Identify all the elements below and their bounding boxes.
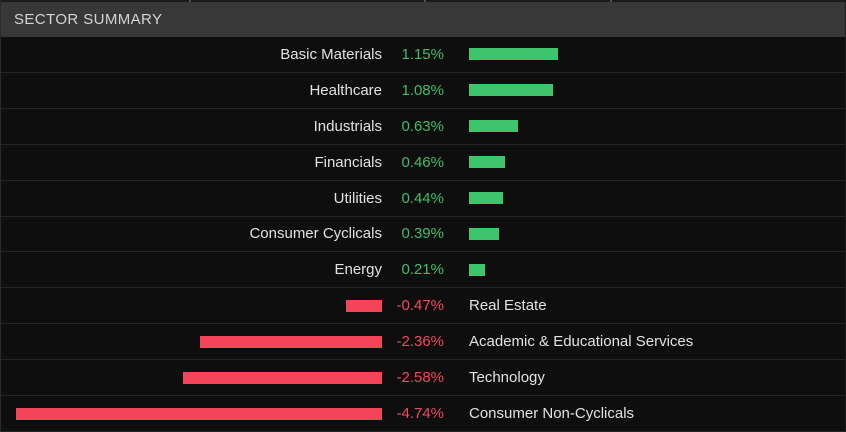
sector-bar [469, 48, 558, 61]
sector-label: Financials [314, 153, 382, 171]
sector-change-value: -0.47% [396, 297, 444, 315]
sector-change-value: 0.63% [401, 117, 444, 135]
sector-change-value: -4.74% [396, 405, 444, 423]
sector-bar [345, 299, 382, 312]
sector-row[interactable]: Industrials 0.63% [1, 108, 845, 145]
sector-bar [469, 84, 553, 97]
sector-bar [469, 192, 503, 205]
sector-change-value: 0.21% [401, 261, 444, 279]
axis-tick [610, 0, 612, 2]
top-axis-strip [1, 0, 845, 2]
sector-change-value: 0.44% [401, 189, 444, 207]
sector-row[interactable]: Utilities 0.44% [1, 180, 845, 217]
sector-change-value: 0.46% [401, 153, 444, 171]
sector-change-value: 1.08% [401, 81, 444, 99]
sector-bar [182, 371, 382, 384]
sector-change-value: 0.39% [401, 225, 444, 243]
sector-label: Utilities [333, 189, 382, 207]
sector-change-value: 1.15% [401, 45, 444, 63]
sector-row[interactable]: Energy 0.21% [1, 252, 845, 289]
sector-bar [469, 156, 505, 169]
sector-label: Industrials [313, 117, 382, 135]
sector-change-value: -2.36% [396, 333, 444, 351]
sector-row[interactable]: Basic Materials 1.15% [1, 37, 845, 73]
sector-label: Consumer Cyclicals [249, 225, 382, 243]
sector-label: Consumer Non-Cyclicals [469, 405, 635, 423]
sector-label: Healthcare [309, 81, 382, 99]
sector-bar [15, 407, 382, 420]
sector-bar [469, 263, 486, 276]
sector-label: Academic & Educational Services [469, 333, 694, 351]
sector-bar [199, 335, 382, 348]
sector-label: Energy [334, 261, 382, 279]
sector-rows: Basic Materials 1.15% Healthcare 1.08% I… [1, 37, 845, 432]
sector-label: Real Estate [469, 297, 547, 315]
sector-row[interactable]: -4.74% Consumer Non-Cyclicals [1, 396, 845, 432]
axis-tick [424, 0, 426, 2]
sector-bar [469, 120, 518, 133]
panel-header: SECTOR SUMMARY [1, 2, 845, 37]
panel-title: SECTOR SUMMARY [14, 11, 163, 28]
sector-row[interactable]: Consumer Cyclicals 0.39% [1, 216, 845, 253]
sector-label: Technology [469, 369, 545, 387]
sector-row[interactable]: Healthcare 1.08% [1, 72, 845, 109]
sector-bar [469, 227, 500, 240]
sector-change-value: -2.58% [396, 369, 444, 387]
axis-tick [189, 0, 191, 2]
sector-row[interactable]: -2.58% Technology [1, 360, 845, 397]
sector-row[interactable]: -2.36% Academic & Educational Services [1, 324, 845, 361]
sector-row[interactable]: Financials 0.46% [1, 144, 845, 181]
sector-row[interactable]: -0.47% Real Estate [1, 288, 845, 325]
sector-label: Basic Materials [280, 45, 382, 63]
